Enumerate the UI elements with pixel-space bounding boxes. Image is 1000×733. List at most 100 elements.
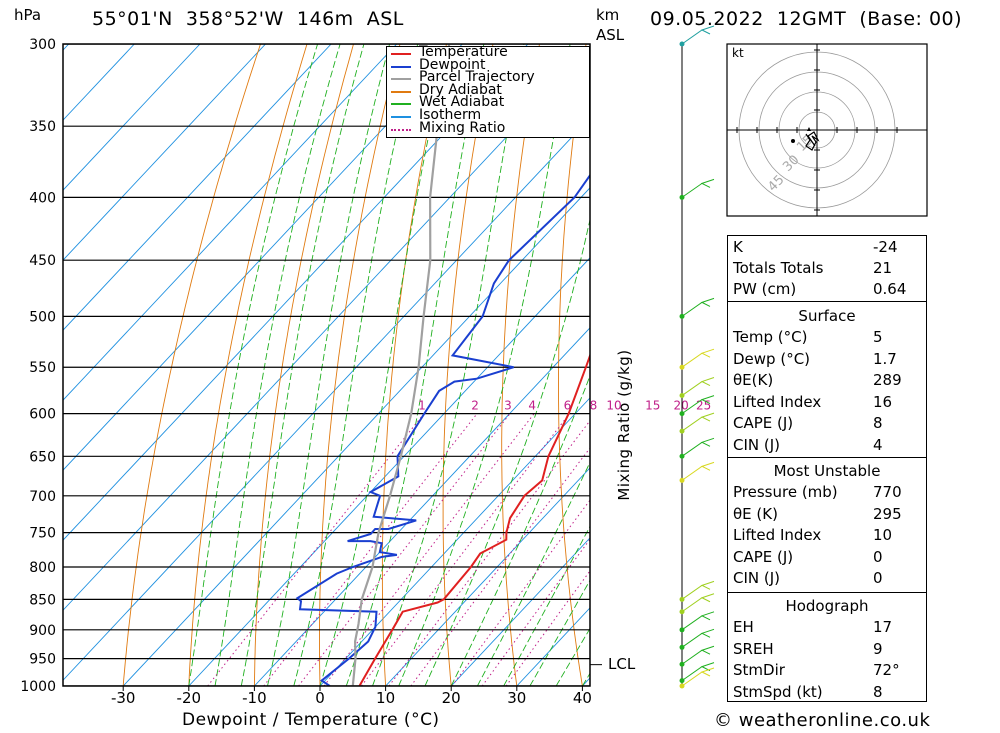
x-axis-label: Dewpoint / Temperature (°C)	[182, 710, 440, 730]
pw-label: PW (cm)	[733, 280, 797, 298]
pressure-tick-label: 900	[29, 623, 56, 639]
isotherm-line	[385, 467, 590, 686]
mixing-ratio-value-label: 10	[606, 399, 621, 413]
hodograph-storm-dot	[791, 139, 795, 143]
wind-barb	[681, 437, 715, 457]
most-unstable-row-value: 0	[873, 547, 883, 566]
temperature-line	[358, 352, 590, 686]
hodo-table-row: StmSpd (kt) 8	[728, 682, 926, 703]
dry-adiabat-line	[319, 44, 401, 686]
hodo-table-row: SREH 9	[728, 639, 926, 660]
pressure-tick-label: 750	[29, 526, 56, 542]
credit-footer: © weatheronline.co.uk	[714, 710, 931, 731]
surface-row: Temp (°C) 5	[728, 327, 926, 348]
mixing-ratio-line	[505, 569, 590, 686]
legend-swatch	[391, 103, 411, 106]
hodograph-panel: Hodograph EH 17 SREH 9 StmDir 72° StmSpd (kt) 8	[727, 592, 927, 702]
dry-adiabat-line	[958, 44, 1000, 686]
surface-row: CIN (J) 4	[728, 435, 926, 456]
most-unstable-row-value: 10	[873, 526, 893, 544]
most-unstable-row-label: CAPE (J)	[733, 547, 794, 566]
mixing-ratio-value-label: 2	[471, 399, 479, 413]
hodograph-marker	[807, 127, 811, 131]
wind-barb	[681, 377, 715, 396]
pressure-tick-label: 400	[29, 190, 56, 206]
plot-frame	[62, 43, 591, 687]
temp-tick-label: 10	[376, 689, 395, 707]
wind-barb	[681, 412, 715, 432]
height-unit-asl: ASL	[596, 26, 625, 44]
surface-panel: Surface Temp (°C) 5 Dewp (°C) 1.7 θE(K) 289 Li…	[727, 301, 927, 458]
most-unstable-panel: Most Unstable Pressure (mb) 770 θE (K) 295 L…	[727, 457, 927, 593]
most-unstable-row: Lifted Index 10	[728, 525, 926, 546]
mixing-ratio-line	[451, 499, 590, 686]
most-unstable-row-label: θE (K)	[733, 504, 778, 523]
surface-row-value: 5	[873, 328, 883, 346]
wet-adiabat-line	[477, 461, 590, 686]
most-unstable-row-label: CIN (J)	[733, 569, 781, 587]
pressure-tick-label: 850	[29, 592, 56, 608]
wind-barb	[681, 348, 715, 368]
pressure-tick-label: 600	[29, 407, 56, 423]
isotherm-line	[63, 44, 332, 331]
pressure-tick-label: 350	[29, 119, 56, 135]
temp-tick-label: -10	[242, 689, 267, 707]
mixing-ratio-line	[298, 413, 511, 686]
isotherm-line	[63, 44, 266, 261]
most-unstable-row-label: Lifted Index	[733, 526, 822, 544]
hodo-table-row-value: 9	[873, 639, 883, 658]
surface-row-value: 8	[873, 414, 883, 432]
isotherm-line	[450, 537, 590, 686]
isotherm-line	[319, 397, 590, 686]
location-title: 55°01'N 358°52'W 146m ASL	[92, 8, 404, 30]
surface-row-label: Lifted Index	[733, 392, 822, 411]
surface-row-value: 289	[873, 371, 902, 389]
pressure-tick-label: 950	[29, 652, 56, 668]
wind-barb	[681, 662, 715, 682]
mixing-ratio-line	[323, 413, 535, 686]
temp-tick-label: 0	[315, 689, 325, 707]
hodo-table-row-value: 8	[873, 682, 883, 701]
legend-swatch	[391, 116, 411, 118]
indices-panel: K -24 Totals Totals 21 PW (cm) 0.64	[727, 235, 927, 302]
mixing-ratio-value-label: 6	[564, 399, 572, 413]
pressure-tick-label: 550	[29, 360, 56, 376]
mixing-ratio-line	[481, 538, 590, 686]
most-unstable-row: θE (K) 295	[728, 504, 926, 525]
pressure-tick-label: 450	[29, 253, 56, 269]
pressure-tick-label: 1000	[20, 679, 56, 695]
surface-row: θE(K) 289	[728, 370, 926, 391]
dry-adiabat-line	[558, 44, 587, 686]
surface-row-value: 4	[873, 435, 883, 454]
temp-tick-label: -20	[177, 689, 202, 707]
surface-row: Lifted Index 16	[728, 392, 926, 413]
most-unstable-row-value: 770	[873, 483, 902, 501]
mixing-ratio-axis-label: Mixing Ratio (g/kg)	[615, 349, 633, 501]
height-unit-km: km	[596, 6, 620, 24]
datetime-title: 09.05.2022 12GMT (Base: 00)	[650, 8, 963, 30]
legend-swatch	[391, 65, 411, 68]
most-unstable-title: Most Unstable	[773, 462, 881, 480]
legend-item: Temperature	[387, 45, 587, 60]
hodo-table-row: StmDir 72°	[728, 660, 926, 681]
pressure-tick-label: 800	[29, 560, 56, 576]
dewpoint-line	[295, 173, 590, 686]
legend-label: Wet Adiabat	[419, 94, 505, 111]
legend-item: Dry Adiabat	[387, 82, 587, 98]
wind-barb	[681, 667, 715, 687]
isotherm-line	[63, 44, 201, 191]
wind-barb	[681, 395, 715, 415]
wet-adiabat-line	[450, 374, 590, 686]
mixing-ratio-value-label: 3	[504, 399, 512, 413]
wet-adiabat-line	[503, 525, 590, 686]
most-unstable-row-value: 0	[873, 569, 883, 587]
most-unstable-row: CAPE (J) 0	[728, 547, 926, 568]
k-index-value: -24	[873, 238, 898, 256]
pressure-unit: hPa	[14, 6, 42, 24]
legend-label: Mixing Ratio	[419, 119, 506, 136]
pressure-tick-label: 700	[29, 489, 56, 505]
isotherm-line	[122, 187, 590, 686]
wind-barb	[681, 645, 715, 665]
surface-row-value: 1.7	[873, 349, 897, 368]
dry-adiabat-line	[122, 44, 261, 686]
